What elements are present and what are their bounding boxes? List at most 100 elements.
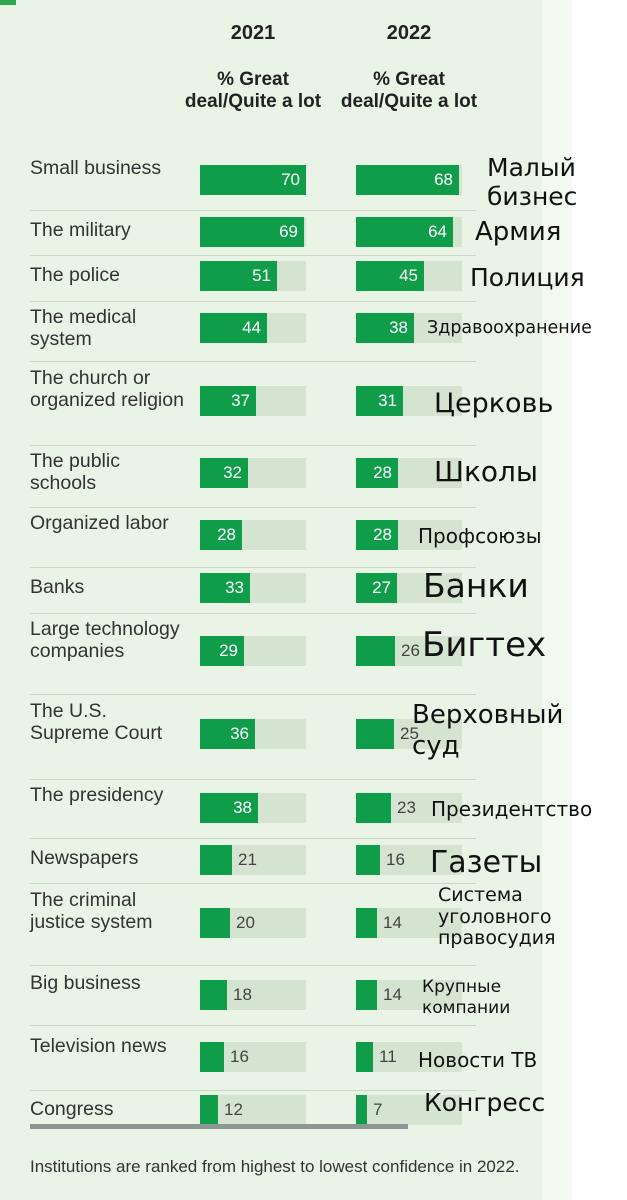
bar-track-2021: 44 — [200, 313, 306, 343]
category-label: The church or organized religion — [30, 367, 184, 411]
data-label-2022: 68 — [434, 170, 453, 189]
data-label-2022: 25 — [400, 724, 419, 743]
data-label-2022: 14 — [383, 913, 402, 932]
subheader-2022: % Great deal/Quite a lot — [340, 69, 478, 112]
row-divider — [30, 965, 476, 966]
row-divider — [30, 210, 476, 211]
bar-2021 — [200, 217, 304, 247]
category-label: Organized labor — [30, 512, 169, 534]
bar-track-2022: 25 — [356, 719, 462, 749]
bar-2021 — [200, 313, 267, 343]
bar-track-2021: 33 — [200, 573, 306, 603]
translation-label: Школы — [434, 455, 538, 488]
bar-2022 — [356, 636, 395, 666]
row-divider — [30, 613, 476, 614]
row-divider — [30, 445, 476, 446]
translation-label: Армия — [475, 217, 562, 247]
bar-2022 — [356, 845, 380, 875]
category-label: The presidency — [30, 784, 164, 806]
data-label-2022: 23 — [397, 798, 416, 817]
translation-label: Церковь — [434, 388, 554, 419]
category-label: The U.S. Supreme Court — [30, 700, 163, 744]
data-label-2022: 16 — [386, 850, 405, 869]
category-label: The military — [30, 219, 131, 241]
subheader-2021: % Great deal/Quite a lot — [184, 69, 322, 112]
bar-track-2022: 68 — [356, 165, 462, 195]
bar-2022 — [356, 1095, 367, 1125]
category-label: The medical system — [30, 306, 137, 350]
category-label: Newspapers — [30, 847, 139, 869]
translation-label: Профсоюзы — [418, 524, 542, 548]
category-label: Banks — [30, 576, 85, 598]
bar-2022 — [356, 980, 377, 1010]
bar-2021 — [200, 458, 248, 488]
data-label-2021: 44 — [242, 318, 261, 337]
bar-track-2021: 20 — [200, 908, 306, 938]
translation-label: Система уголовного правосудия — [438, 884, 556, 949]
data-label-2021: 37 — [231, 391, 250, 410]
data-label-2021: 69 — [279, 222, 298, 241]
bar-track-2021: 69 — [200, 217, 306, 247]
bottom-rule — [30, 1124, 408, 1129]
category-label: Big business — [30, 972, 141, 994]
bar-track-2022: 7 — [356, 1095, 462, 1125]
translation-label: Здравоохранение — [427, 318, 592, 338]
data-label-2021: 33 — [225, 578, 244, 597]
bar-2022 — [356, 520, 398, 550]
data-label-2021: 12 — [224, 1100, 243, 1119]
bar-2022 — [356, 386, 403, 416]
footnote: Institutions are ranked from highest to … — [30, 1157, 520, 1176]
bar-track-2021: 29 — [200, 636, 306, 666]
bar-track-2022: 38 — [356, 313, 462, 343]
category-label: Television news — [30, 1035, 167, 1057]
bar-track-2021: 37 — [200, 386, 306, 416]
data-label-2022: 38 — [389, 318, 408, 337]
row-divider — [30, 694, 476, 695]
bar-2021 — [200, 1095, 218, 1125]
bar-2022 — [356, 313, 414, 343]
bar-2022 — [356, 719, 394, 749]
data-label-2021: 32 — [223, 463, 242, 482]
data-label-2021: 28 — [217, 525, 236, 544]
bar-2022 — [356, 908, 377, 938]
bar-2021 — [200, 1042, 224, 1072]
data-label-2022: 28 — [373, 463, 392, 482]
bar-track-2021: 51 — [200, 261, 306, 291]
bar-track-2021: 36 — [200, 719, 306, 749]
bar-track-2022: 28 — [356, 520, 462, 550]
category-label: Large technology companies — [30, 618, 180, 662]
bar-2021 — [200, 793, 258, 823]
row-divider — [30, 1090, 476, 1091]
bar-track-2022: 14 — [356, 908, 462, 938]
data-label-2021: 20 — [236, 913, 255, 932]
bar-track-2021: 18 — [200, 980, 306, 1010]
data-label-2022: 14 — [383, 985, 402, 1004]
category-label: The police — [30, 264, 120, 286]
bar-track-2021: 32 — [200, 458, 306, 488]
bar-track-2022: 26 — [356, 636, 462, 666]
row-divider — [30, 779, 476, 780]
bar-track-2022: 28 — [356, 458, 462, 488]
bar-2021 — [200, 386, 256, 416]
bar-2022 — [356, 217, 453, 247]
row-divider — [30, 1025, 476, 1026]
translation-label: Полиция — [470, 263, 585, 292]
bar-2021 — [200, 636, 244, 666]
year-header-2022: 2022 — [386, 22, 432, 44]
category-label: Small business — [30, 157, 162, 179]
translation-label: Верховный суд — [412, 700, 564, 761]
bar-2021 — [200, 980, 227, 1010]
data-label-2021: 18 — [233, 985, 252, 1004]
bar-track-2022: 27 — [356, 573, 462, 603]
year-header-2021: 2021 — [230, 22, 276, 44]
bar-track-2022: 64 — [356, 217, 462, 247]
bar-2022 — [356, 261, 424, 291]
translation-label: Малый бизнес — [487, 153, 578, 211]
data-label-2021: 36 — [230, 724, 249, 743]
data-label-2021: 29 — [219, 641, 238, 660]
bar-track-2021: 21 — [200, 845, 306, 875]
bar-track-2021: 38 — [200, 793, 306, 823]
bar-2021 — [200, 908, 230, 938]
data-label-2022: 31 — [378, 391, 397, 410]
bar-track-2022: 14 — [356, 980, 462, 1010]
